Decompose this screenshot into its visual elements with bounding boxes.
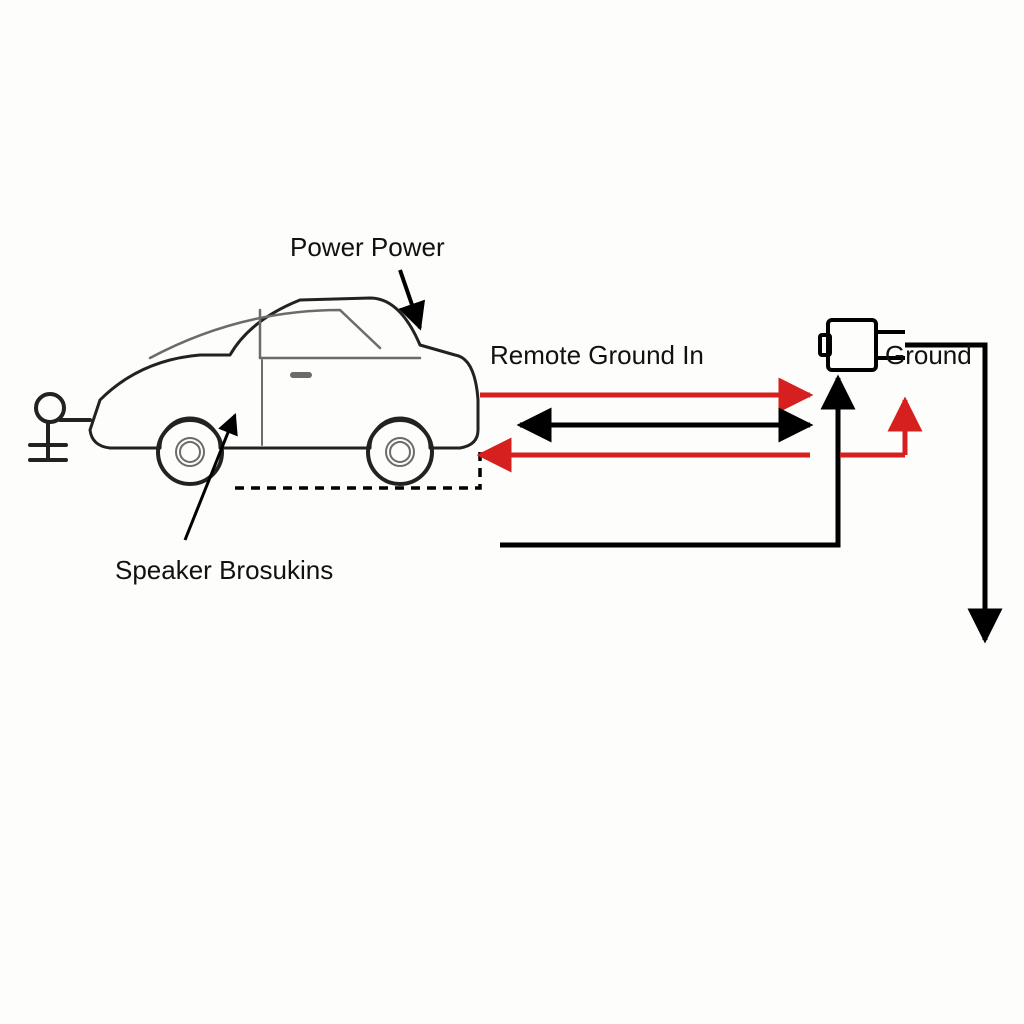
dashed-lead <box>235 450 480 488</box>
wiring-diagram: Power Power Remote Ground In Ground Spea… <box>0 0 1024 1024</box>
label-power: Power Power <box>290 232 445 263</box>
label-ground: Ground <box>885 340 972 371</box>
label-speaker: Speaker Brosukins <box>115 555 333 586</box>
diagram-svg <box>0 0 1024 1024</box>
label-remote: Remote Ground In <box>490 340 704 371</box>
car-illustration <box>30 298 478 484</box>
speaker-pointer <box>185 415 235 540</box>
power-pointer <box>400 270 420 328</box>
ground-down-arrow <box>905 345 985 640</box>
black-l-path <box>500 378 838 545</box>
